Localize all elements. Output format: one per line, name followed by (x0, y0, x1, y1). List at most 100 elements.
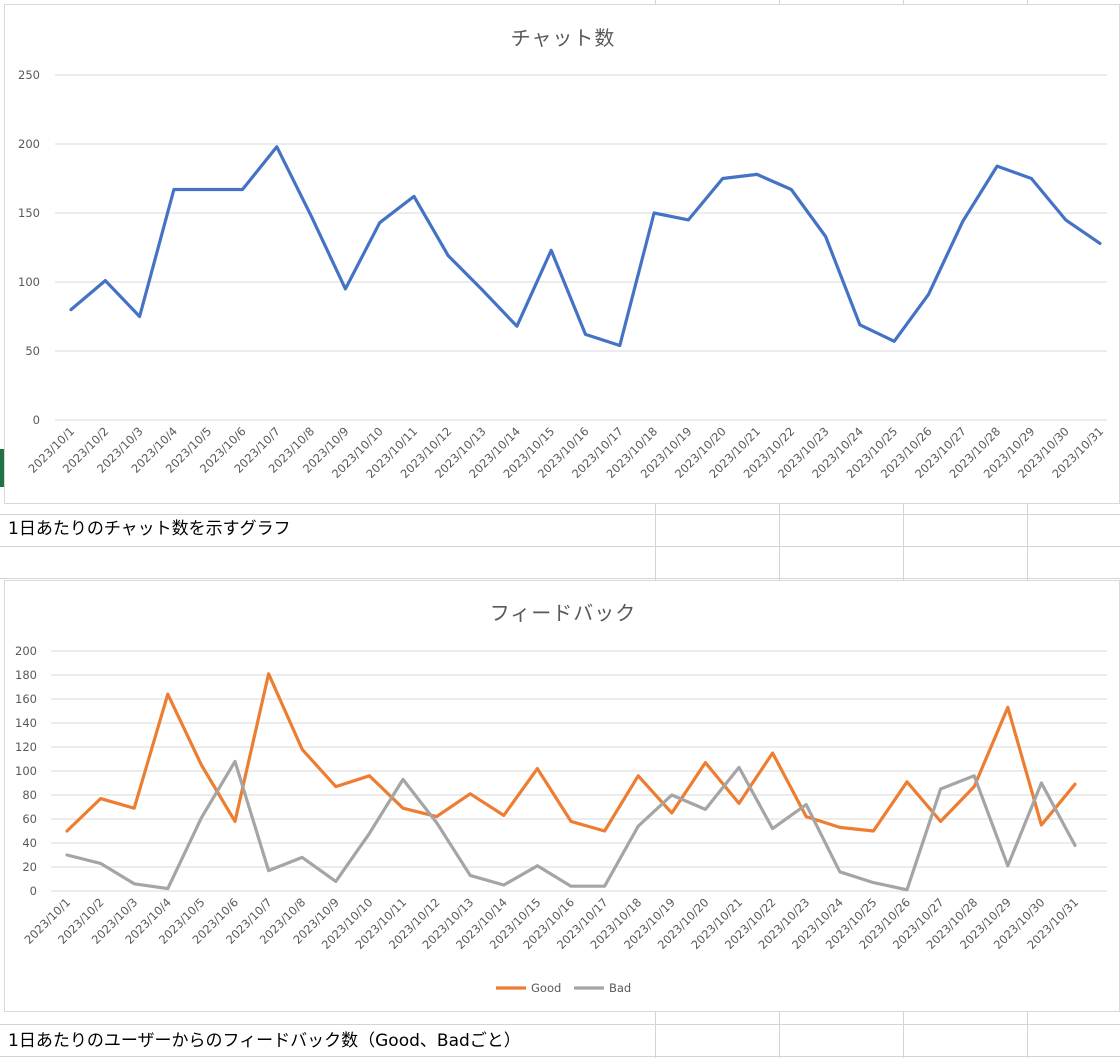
data-point[interactable] (569, 820, 572, 823)
data-point[interactable] (334, 785, 337, 788)
data-point[interactable] (133, 882, 136, 885)
chat-count-chart[interactable]: チャット数 0 50 100 150 200 250 2023/10/1 2023/10/2 20… (4, 4, 1120, 504)
data-point[interactable] (368, 832, 371, 835)
data-point[interactable] (1073, 783, 1076, 786)
data-point[interactable] (469, 874, 472, 877)
data-point[interactable] (939, 787, 942, 790)
data-point[interactable] (104, 279, 107, 282)
data-point[interactable] (973, 785, 976, 788)
data-point[interactable] (435, 821, 438, 824)
data-point[interactable] (704, 808, 707, 811)
data-point[interactable] (267, 869, 270, 872)
data-point[interactable] (435, 815, 438, 818)
data-point[interactable] (637, 774, 640, 777)
data-point[interactable] (469, 792, 472, 795)
data-point[interactable] (200, 816, 203, 819)
data-point[interactable] (569, 885, 572, 888)
data-point[interactable] (939, 820, 942, 823)
data-point[interactable] (670, 811, 673, 814)
data-point[interactable] (1006, 706, 1009, 709)
series-line-0[interactable] (69, 145, 1102, 348)
data-point[interactable] (166, 693, 169, 696)
data-point[interactable] (99, 797, 102, 800)
data-point[interactable] (378, 221, 381, 224)
data-point[interactable] (790, 188, 793, 191)
data-point[interactable] (536, 864, 539, 867)
data-point[interactable] (872, 829, 875, 832)
data-point[interactable] (704, 761, 707, 764)
data-point[interactable] (1040, 781, 1043, 784)
data-point[interactable] (481, 289, 484, 292)
data-point[interactable] (65, 853, 68, 856)
data-point[interactable] (99, 862, 102, 865)
data-point[interactable] (344, 287, 347, 290)
data-point[interactable] (961, 220, 964, 223)
data-point[interactable] (973, 774, 976, 777)
data-point[interactable] (447, 254, 450, 257)
data-point[interactable] (927, 293, 930, 296)
series-line-bad[interactable] (65, 759, 1077, 892)
data-point[interactable] (301, 856, 304, 859)
data-point[interactable] (334, 880, 337, 883)
data-point[interactable] (172, 188, 175, 191)
data-point[interactable] (670, 793, 673, 796)
data-point[interactable] (1030, 177, 1033, 180)
data-point[interactable] (536, 767, 539, 770)
data-point[interactable] (207, 188, 210, 191)
data-point[interactable] (1064, 218, 1067, 221)
data-point[interactable] (687, 218, 690, 221)
data-point[interactable] (805, 815, 808, 818)
data-point[interactable] (805, 803, 808, 806)
data-point[interactable] (737, 766, 740, 769)
data-point[interactable] (233, 820, 236, 823)
data-point[interactable] (515, 325, 518, 328)
data-point[interactable] (233, 760, 236, 763)
data-point[interactable] (412, 195, 415, 198)
data-point[interactable] (138, 315, 141, 318)
y-tick-label: 250 (18, 68, 40, 82)
data-point[interactable] (838, 826, 841, 829)
data-point[interactable] (401, 807, 404, 810)
data-point[interactable] (771, 827, 774, 830)
data-point[interactable] (771, 751, 774, 754)
data-point[interactable] (550, 249, 553, 252)
feedback-chart[interactable]: フィードバック 0 20 40 60 80 100 120 140 160 180 200 2023/1… (4, 580, 1120, 1012)
data-point[interactable] (603, 885, 606, 888)
sheet-gridline (0, 1056, 1120, 1057)
data-point[interactable] (69, 308, 72, 311)
data-point[interactable] (1073, 844, 1076, 847)
data-point[interactable] (301, 748, 304, 751)
data-point[interactable] (737, 802, 740, 805)
data-point[interactable] (838, 870, 841, 873)
data-point[interactable] (1098, 242, 1101, 245)
data-point[interactable] (905, 888, 908, 891)
data-point[interactable] (755, 173, 758, 176)
data-point[interactable] (502, 883, 505, 886)
data-point[interactable] (637, 825, 640, 828)
data-point[interactable] (200, 763, 203, 766)
data-point[interactable] (618, 344, 621, 347)
data-point[interactable] (401, 778, 404, 781)
data-point[interactable] (721, 177, 724, 180)
data-point[interactable] (824, 235, 827, 238)
data-point[interactable] (603, 829, 606, 832)
data-point[interactable] (858, 323, 861, 326)
data-point[interactable] (653, 211, 656, 214)
data-point[interactable] (872, 881, 875, 884)
series-line-good[interactable] (65, 672, 1077, 833)
data-point[interactable] (133, 807, 136, 810)
data-point[interactable] (905, 780, 908, 783)
data-point[interactable] (275, 145, 278, 148)
data-point[interactable] (996, 164, 999, 167)
data-point[interactable] (310, 214, 313, 217)
data-point[interactable] (241, 188, 244, 191)
data-point[interactable] (166, 887, 169, 890)
data-point[interactable] (368, 774, 371, 777)
data-point[interactable] (65, 829, 68, 832)
data-point[interactable] (584, 333, 587, 336)
data-point[interactable] (1040, 823, 1043, 826)
data-point[interactable] (267, 672, 270, 675)
data-point[interactable] (893, 340, 896, 343)
data-point[interactable] (1006, 864, 1009, 867)
data-point[interactable] (502, 814, 505, 817)
